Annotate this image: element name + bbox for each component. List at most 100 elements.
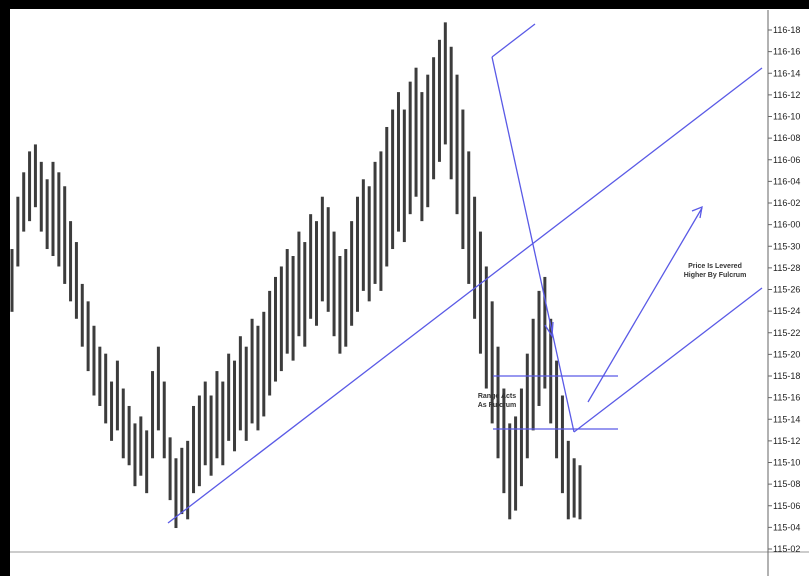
price-bar (39, 161, 43, 232)
price-bar (344, 249, 348, 347)
drop-arrow-head (544, 321, 554, 339)
price-bar (168, 437, 172, 501)
y-tick-label: 116-10 (773, 112, 800, 122)
y-tick-label: 115-10 (773, 458, 800, 468)
y-tick-label: 115-30 (773, 241, 800, 251)
price-bar (502, 388, 506, 494)
price-bar (92, 325, 96, 396)
annotations: Range Acts As Fulcrum Price Is Levered High… (478, 263, 747, 409)
y-tick-label: 116-04 (773, 176, 800, 186)
price-bar (238, 336, 242, 431)
price-bar (490, 301, 494, 424)
price-bar (10, 249, 14, 312)
price-bar (426, 74, 430, 208)
annotation-line: Range Acts (478, 393, 516, 400)
price-bar (455, 74, 459, 215)
price-bar (51, 161, 55, 257)
price-bar (121, 388, 125, 459)
price-bar (145, 430, 149, 494)
price-bar (508, 423, 512, 520)
y-axis: 116-18 116-16 116-14 116-12 116-10 116-08 116-… (10, 10, 809, 576)
price-bar (566, 440, 570, 520)
price-bar (537, 290, 541, 406)
y-tick-label: 115-02 (773, 544, 800, 554)
price-bar (215, 371, 219, 459)
price-bar (350, 221, 354, 326)
price-bar (256, 325, 260, 431)
price-bar (560, 395, 564, 494)
price-bar (285, 249, 289, 354)
price-bar (45, 179, 49, 250)
price-bar (391, 109, 395, 250)
price-bar (314, 221, 318, 326)
price-bar (233, 360, 237, 452)
price-bar (303, 242, 307, 347)
price-bar (80, 283, 84, 347)
price-bar (437, 39, 441, 162)
price-bar (531, 318, 535, 431)
y-tick-label: 115-14 (773, 414, 800, 424)
price-bars (10, 22, 582, 529)
trendline-right-lower (573, 287, 763, 433)
price-bar (291, 256, 295, 361)
price-bar (33, 144, 37, 208)
annotation-line: Higher By Fulcrum (684, 272, 747, 279)
trendline-drop (491, 56, 575, 433)
price-bar (355, 196, 359, 312)
price-bar (473, 196, 477, 319)
price-bar (209, 395, 213, 476)
price-bar (104, 353, 108, 424)
price-bar (57, 172, 61, 267)
price-bar (63, 186, 67, 284)
y-tick-label: 116-02 (773, 198, 800, 208)
price-bar (361, 179, 365, 291)
price-bar (385, 126, 389, 267)
price-bar (110, 381, 114, 441)
y-tick-label: 116-06 (773, 155, 800, 165)
price-bar (197, 395, 201, 487)
price-bar (525, 353, 529, 459)
price-bar (174, 458, 178, 529)
price-bar (572, 458, 576, 518)
annotation-price-levered: Price Is Levered Higher By Fulcrum (684, 263, 747, 279)
price-bar (414, 67, 418, 197)
price-bar (192, 405, 196, 494)
y-tick-label: 115-24 (773, 306, 800, 316)
price-bar (543, 276, 547, 389)
price-bar (478, 231, 482, 354)
price-bar (420, 92, 424, 222)
y-tick-label: 115-16 (773, 393, 800, 403)
y-tick-label: 116-08 (773, 133, 800, 143)
price-bar (156, 346, 160, 431)
trendline-long (167, 67, 763, 524)
y-tick-label: 116-12 (773, 90, 800, 100)
price-bar (514, 416, 518, 511)
price-bar (139, 416, 143, 476)
y-tick-label: 116-16 (773, 47, 800, 57)
price-bar (186, 440, 190, 520)
price-bar (443, 22, 447, 145)
price-bar (28, 151, 32, 222)
price-bar (297, 231, 301, 337)
price-bar (98, 346, 102, 406)
price-bar (373, 161, 377, 284)
price-bar (203, 381, 207, 466)
y-tick-label: 115-06 (773, 501, 800, 511)
price-bar (274, 276, 278, 382)
price-bar (408, 81, 412, 215)
price-bar (86, 301, 90, 372)
trendline-top-stub (491, 23, 536, 58)
price-bar (578, 465, 582, 520)
annotation-line: Price Is Levered (688, 263, 742, 270)
y-tick-label: 116-00 (773, 220, 800, 230)
price-bar (549, 318, 553, 424)
price-bar (244, 346, 248, 441)
price-bar (320, 196, 324, 302)
price-bar (379, 151, 383, 291)
price-bar (519, 388, 523, 487)
y-tick-label: 115-12 (773, 436, 800, 446)
price-bar (16, 196, 20, 267)
projection-arrow-line (587, 207, 703, 403)
y-tick-label: 115-08 (773, 479, 800, 489)
price-bar (326, 207, 330, 312)
